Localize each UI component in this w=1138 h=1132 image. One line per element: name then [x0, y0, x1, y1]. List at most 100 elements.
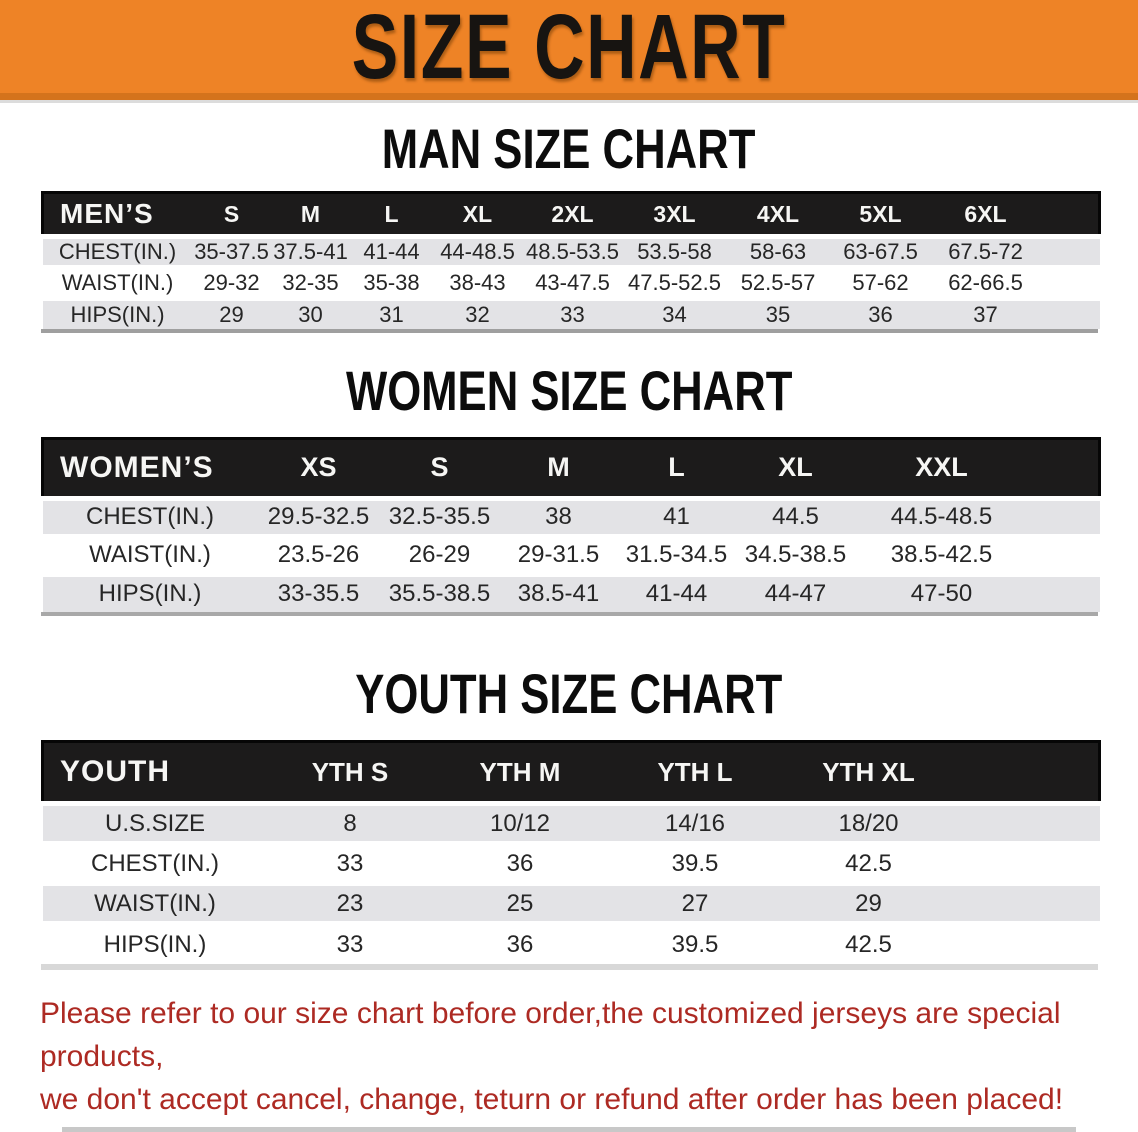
measurement-value: 32	[465, 301, 490, 327]
youth-table-bottom-edge	[41, 963, 1098, 970]
size-column-header: YTH S	[311, 756, 389, 787]
measurement-value: 23.5-26	[277, 541, 360, 568]
measurement-value: 26-29	[408, 541, 471, 568]
measurement-value: 41-44	[363, 239, 420, 264]
women-section-heading-text: WOMEN SIZE CHART	[345, 358, 793, 422]
spacer-cell	[955, 804, 1100, 844]
banner-title: SIZE CHART	[351, 0, 787, 98]
measurement-value: 35	[765, 301, 791, 327]
measurement-value: 32.5-35.5	[388, 503, 491, 530]
measurement-value: 33	[336, 849, 364, 877]
measurement-label: HIPS(IN.)	[70, 301, 165, 327]
banner-bottom-edge	[0, 100, 1138, 103]
women-table-bottom-edge	[41, 612, 1098, 616]
measurement-value: 38.5-42.5	[890, 541, 993, 568]
measurement-value: 37.5-41	[273, 239, 348, 264]
measurement-value: 39.5	[671, 849, 719, 877]
measurement-value: 44.5	[772, 503, 819, 530]
measurement-value: 10/12	[489, 809, 551, 837]
spacer-cell	[955, 742, 1100, 804]
size-column-header: YTH XL	[822, 756, 915, 787]
measurement-value: 25	[506, 889, 534, 917]
size-column-header: YTH M	[479, 756, 561, 787]
notice-line-2: we don't accept cancel, change, teturn o…	[40, 1082, 1064, 1116]
measurement-value: 44-47	[764, 580, 827, 608]
measurement-value: 41	[663, 503, 690, 530]
measurement-row: CHEST(IN.) 29.5-32.5 32.5-35.5 38 41 44.5 44.5…	[42, 498, 1100, 536]
size-column-header: L	[384, 200, 399, 227]
measurement-value: 43-47.5	[535, 270, 610, 295]
men-section-heading: MAN SIZE CHART	[0, 121, 1138, 177]
spacer-cell	[1028, 438, 1100, 498]
measurement-value: 33	[560, 301, 585, 327]
measurement-value: 27	[681, 889, 709, 917]
measurement-value: 38	[545, 503, 572, 530]
measurement-value: 31.5-34.5	[625, 541, 728, 568]
measurement-value: 29-32	[203, 270, 260, 295]
women-size-table: WOMEN’S XS S M L XL XXL CHEST(IN.) 29.5-32.5 32…	[41, 437, 1101, 612]
men-section: MAN SIZE CHART MEN’S S M L XL 2XL 3XL 4XL 5XL 6X…	[0, 121, 1138, 333]
size-column-header: XXL	[915, 452, 968, 482]
measurement-row: CHEST(IN.) 35-37.5 37.5-41 41-44 44-48.5 48.5…	[42, 236, 1100, 268]
women-section: WOMEN SIZE CHART WOMEN’S XS S M L XL XXL CHES…	[0, 358, 1138, 616]
size-column-header: 4XL	[756, 200, 800, 227]
spacer-cell	[955, 844, 1100, 884]
measurement-value: 42.5	[845, 849, 892, 877]
measurement-value: 48.5-53.5	[526, 239, 619, 264]
youth-section: YOUTH SIZE CHART YOUTH YTH S YTH M YTH L YT…	[0, 666, 1138, 970]
youth-section-heading: YOUTH SIZE CHART	[0, 666, 1138, 722]
women-section-heading: WOMEN SIZE CHART	[0, 358, 1138, 422]
measurement-row: WAIST(IN.) 23.5-26 26-29 29-31.5 31.5-34.5 34…	[42, 536, 1100, 574]
photo-bottom-edge	[62, 1127, 1076, 1132]
measurement-label: U.S.SIZE	[104, 809, 206, 837]
measurement-value: 57-62	[852, 270, 909, 295]
measurement-value: 38-43	[449, 270, 506, 295]
measurement-row: HIPS(IN.) 29 30 31 32 33 34 35 36 37	[42, 298, 1100, 329]
spacer-cell	[1028, 536, 1100, 574]
youth-section-heading-text: YOUTH SIZE CHART	[355, 662, 783, 725]
measurement-value: 41-44	[645, 580, 708, 608]
size-column-header: 3XL	[653, 200, 696, 227]
measurement-row: WAIST(IN.) 23 25 27 29	[42, 883, 1100, 924]
size-column-header: XL	[778, 452, 813, 482]
measurement-value: 38.5-41	[517, 580, 600, 608]
measurement-label: CHEST(IN.)	[58, 239, 177, 264]
measurement-label: CHEST(IN.)	[86, 503, 214, 530]
men-table-group-label: MEN’S	[60, 198, 154, 229]
size-column-header: S	[430, 452, 449, 482]
measurement-value: 29-31.5	[517, 541, 600, 568]
measurement-value: 52.5-57	[740, 270, 816, 295]
notice-line-1: Please refer to our size chart before or…	[40, 996, 1061, 1073]
size-column-header: XS	[300, 452, 337, 482]
measurement-row: HIPS(IN.) 33-35.5 35.5-38.5 38.5-41 41-44 44-…	[42, 574, 1100, 612]
measurement-value: 42.5	[845, 930, 892, 958]
size-column-header: L	[668, 452, 685, 482]
measurement-value: 36	[868, 301, 893, 327]
measurement-value: 62-66.5	[948, 270, 1023, 295]
measurement-value: 30	[298, 301, 323, 327]
measurement-value: 29.5-32.5	[267, 503, 370, 530]
measurement-value: 47-50	[910, 580, 973, 608]
youth-table-group-label: YOUTH	[60, 755, 170, 788]
measurement-row: U.S.SIZE 8 10/12 14/16 18/20	[42, 803, 1100, 844]
order-notice: Please refer to our size chart before or…	[0, 992, 1138, 1121]
size-column-header: M	[300, 200, 321, 227]
measurement-value: 35-38	[363, 270, 420, 295]
measurement-value: 47.5-52.5	[628, 270, 721, 295]
spacer-cell	[1040, 299, 1100, 329]
measurement-row: CHEST(IN.) 33 36 39.5 42.5	[42, 843, 1100, 884]
men-table-bottom-edge	[41, 328, 1098, 333]
spacer-cell	[1028, 574, 1100, 612]
measurement-value: 67.5-72	[948, 239, 1023, 264]
measurement-value: 34.5-38.5	[744, 541, 847, 568]
measurement-value: 18/20	[838, 809, 899, 837]
size-column-header: M	[547, 452, 570, 482]
measurement-value: 34	[662, 301, 687, 327]
measurement-value: 14/16	[664, 809, 726, 837]
women-table-header-row: WOMEN’S XS S M L XL XXL	[42, 438, 1100, 498]
measurement-value: 8	[343, 809, 357, 837]
size-column-header: 5XL	[859, 200, 902, 227]
banner: SIZE CHART	[0, 0, 1138, 100]
measurement-value: 37	[973, 301, 998, 327]
measurement-value: 44.5-48.5	[890, 503, 993, 530]
